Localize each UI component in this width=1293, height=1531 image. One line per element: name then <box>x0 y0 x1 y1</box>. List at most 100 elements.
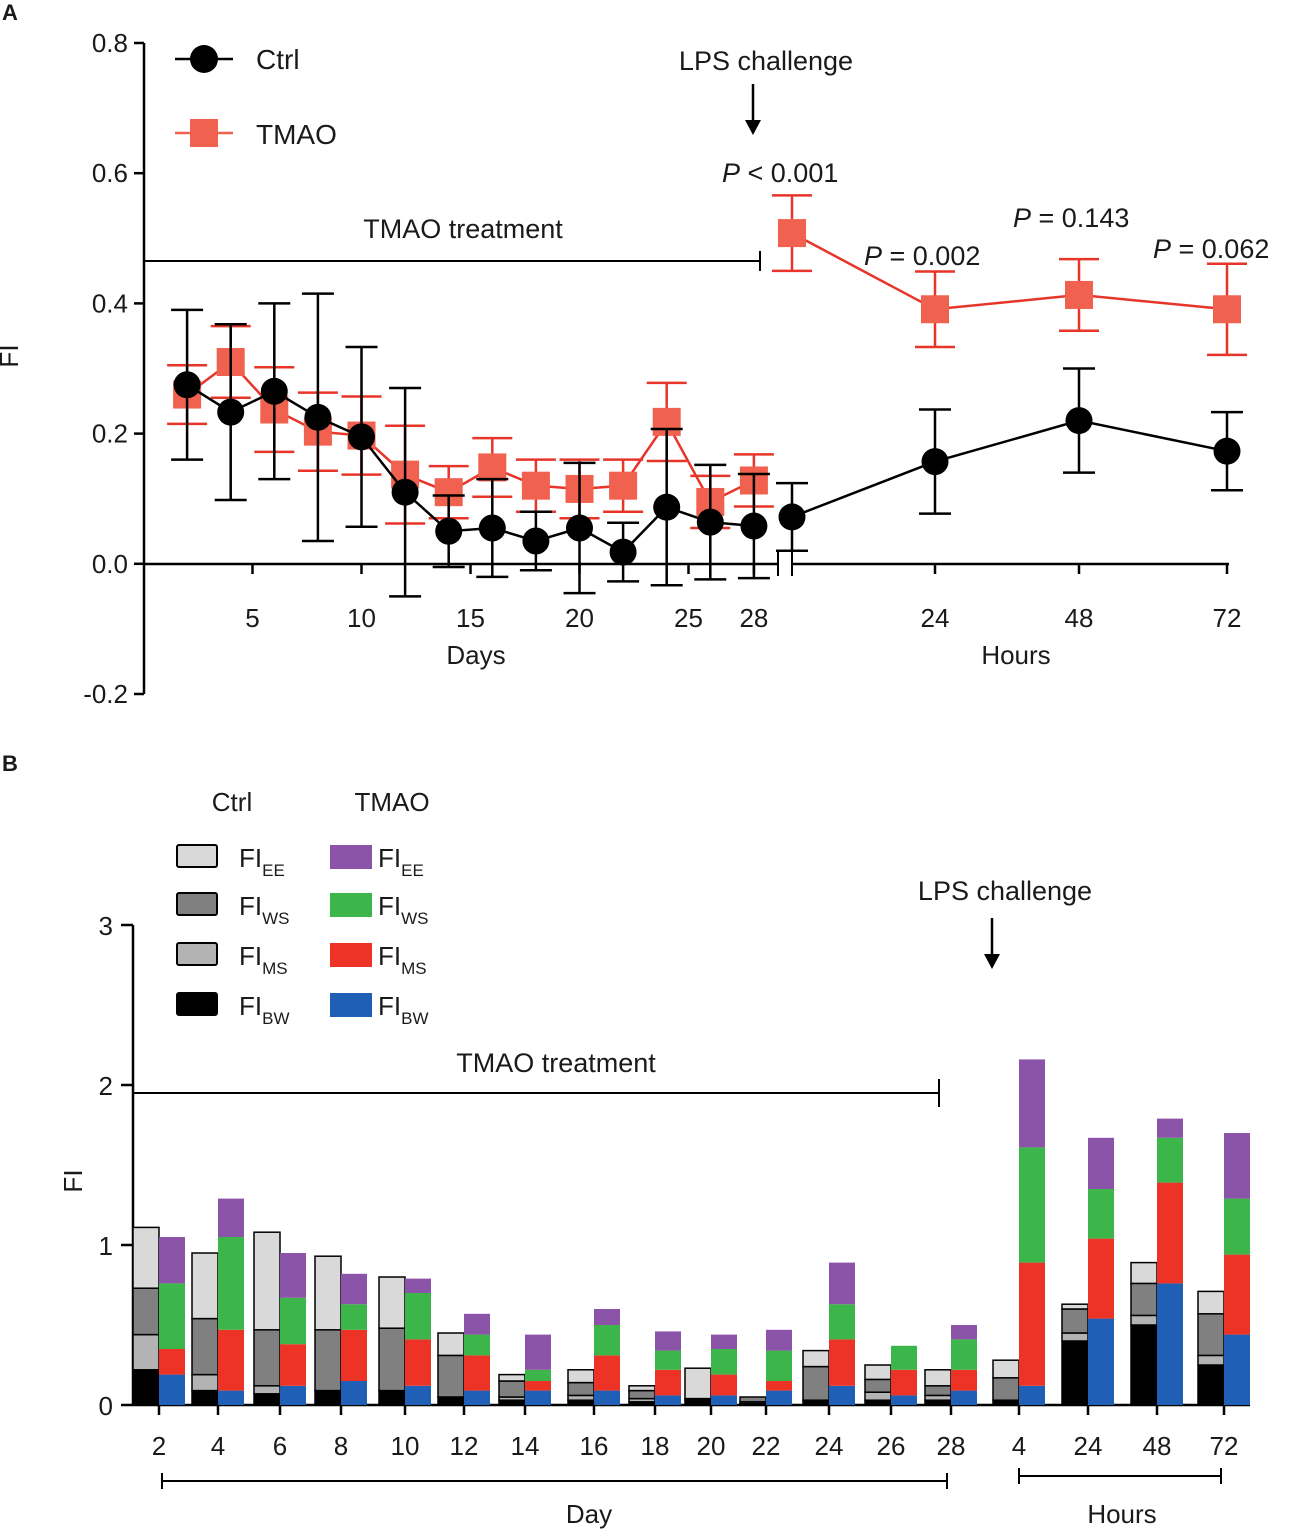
panel-a-treatment-label: TMAO treatment <box>363 214 563 244</box>
panel-a-tmao-point-hour <box>1065 280 1093 309</box>
panel-a-y-tick-label: 0.8 <box>92 28 128 58</box>
panel-b-x-tick-label: 22 <box>752 1431 781 1461</box>
panel-a-ctrl-point-day <box>566 514 593 542</box>
panel-b-x-tick-label: 26 <box>877 1431 906 1461</box>
panel-b-bar-ctrl-ms <box>1197 1354 1225 1366</box>
panel-b-bar-ctrl-bw <box>132 1369 160 1406</box>
panel-a-ctrl-point-day <box>740 512 768 540</box>
panel-b-bar-ctrl-ee <box>628 1385 656 1392</box>
panel-b-bar-tmao-bw <box>1224 1334 1250 1405</box>
panel-b-bar-tmao-ws <box>218 1237 244 1330</box>
panel-a-line-chart: -0.20.00.20.40.60.85 10 15 20 25 28 24 48 72 FI … <box>0 28 1269 709</box>
panel-b-bar-tmao-ws <box>891 1345 917 1370</box>
panel-b-bar-tmao-ws <box>711 1349 737 1375</box>
panel-a-ctrl-point-day <box>173 371 201 399</box>
panel-b-bar-tmao-ee <box>766 1329 792 1351</box>
panel-a-days-tick-label: 15 <box>456 603 485 633</box>
panel-b-bar-tmao-ws <box>1088 1189 1114 1239</box>
panel-a-hours-tick-label: 72 <box>1213 603 1242 633</box>
legend-ctrl-marker <box>190 45 218 73</box>
panel-a-tmao-hours-line <box>791 231 1228 311</box>
legend-ctrl-label-bw: FIBW <box>239 991 290 1028</box>
panel-a-ctrl-point-day <box>478 514 506 542</box>
panel-a-ctrl-point-day <box>260 377 288 405</box>
legend-ctrl-label-ws: FIWS <box>239 891 290 928</box>
legend-header-tmao: TMAO <box>354 787 429 817</box>
panel-a-series-ctrl <box>171 292 1243 598</box>
panel-b-bar-tmao-ee <box>159 1237 185 1284</box>
panel-b-bar-tmao-ee <box>464 1313 490 1335</box>
panel-b-day-axis-title: Day <box>566 1499 612 1529</box>
legend-ctrl-label-ms: FIMS <box>239 941 288 978</box>
panel-b-bar-tmao-ws <box>405 1293 431 1340</box>
panel-letter-b: B <box>2 751 18 776</box>
legend-tmao-label-ee: FIEE <box>378 843 424 880</box>
panel-b-bar-tmao-ws <box>464 1334 490 1356</box>
panel-b-bar-tmao-ws <box>280 1297 306 1345</box>
legend-tmao-marker <box>190 119 218 147</box>
panel-b-bar-ctrl-ee <box>924 1369 952 1387</box>
panel-b-bar-tmao-ws <box>951 1339 977 1370</box>
panel-b-bar-tmao-ee <box>280 1253 306 1298</box>
panel-b-bar-tmao-bw <box>1157 1283 1183 1405</box>
panel-b-bar-tmao-ws <box>1157 1137 1183 1183</box>
panel-b-bar-ctrl-ws <box>567 1381 595 1397</box>
panel-b-bars <box>132 1059 1250 1406</box>
panel-b-bar-tmao-bw <box>951 1390 977 1405</box>
panel-a-hours-axis-title: Hours <box>981 640 1050 670</box>
panel-a-hours-tick-label: 48 <box>1065 603 1094 633</box>
panel-a-series-tmao <box>167 194 1247 530</box>
panel-a-tick-labels: -0.2 0.0 0.2 0.4 0.6 0.8 5 10 15 20 25 28 24 48 72 <box>83 28 1241 709</box>
panel-b-bar-ctrl-ee <box>1197 1290 1225 1315</box>
panel-b-bar-tmao-ee <box>829 1262 855 1305</box>
panel-a-days-tick-label: 10 <box>347 603 376 633</box>
panel-b-bar-tmao-ms <box>829 1339 855 1386</box>
legend-ctrl-label-ee: FIEE <box>239 843 285 880</box>
panel-b-bar-tmao-ee <box>951 1325 977 1340</box>
panel-b-bar-ctrl-bw <box>378 1389 406 1406</box>
panel-b-y-tick-label: 2 <box>99 1071 113 1101</box>
panel-a-y-tick-label: -0.2 <box>83 679 128 709</box>
panel-b-x-tick-label: 20 <box>697 1431 726 1461</box>
panel-b-bar-tmao-bw <box>159 1374 185 1405</box>
panel-a-treatment-bracket <box>144 251 761 271</box>
panel-b-day-bracket <box>161 1473 948 1489</box>
panel-b-bar-ctrl-ee <box>437 1332 465 1357</box>
legend-ctrl-swatch-ms <box>176 942 218 966</box>
panel-b-bar-ctrl-ms <box>1061 1332 1089 1342</box>
panel-b-bar-tmao-bw <box>594 1390 620 1405</box>
panel-b-bar-tmao-ws <box>159 1283 185 1349</box>
panel-letter-a: A <box>2 0 18 25</box>
panel-b-treatment-label: TMAO treatment <box>456 1048 656 1078</box>
panel-b-bar-tmao-ms <box>280 1344 306 1386</box>
panel-b-bar-ctrl-ws <box>628 1389 656 1400</box>
panel-b-bar-ctrl-ms <box>864 1391 892 1401</box>
panel-b-x-tick-label: 24 <box>1074 1431 1103 1461</box>
panel-a-y-tick-label: 0.6 <box>92 158 128 188</box>
panel-a-days-tick-label: 28 <box>739 603 768 633</box>
panel-b-bar-ctrl-bw <box>314 1389 342 1406</box>
legend-tmao-label: TMAO <box>256 119 337 150</box>
panel-b-bar-ctrl-ee <box>314 1255 342 1331</box>
panel-a-hours-tick-label: 24 <box>921 603 950 633</box>
panel-b-x-tick-label: 48 <box>1143 1431 1172 1461</box>
panel-b-x-tick-label: 18 <box>641 1431 670 1461</box>
panel-b-bar-ctrl-bw <box>253 1393 281 1406</box>
panel-b-bar-tmao-ms <box>1088 1238 1114 1319</box>
panel-b-bar-tmao-ms <box>711 1374 737 1396</box>
panel-a-ctrl-point-day <box>435 517 463 545</box>
panel-a-lps-challenge-label: LPS challenge <box>679 46 853 76</box>
panel-b-bar-tmao-ms <box>766 1381 792 1391</box>
panel-b-bar-tmao-ms <box>655 1369 681 1396</box>
panel-b-bar-ctrl-ws <box>924 1385 952 1397</box>
panel-a-ctrl-point-day <box>391 478 419 506</box>
panel-b-bar-ctrl-ms <box>1130 1314 1158 1326</box>
panel-b-treatment-bracket <box>133 1079 940 1107</box>
legend-ctrl-label: Ctrl <box>256 44 300 75</box>
panel-b-bar-ctrl-ws <box>498 1380 526 1398</box>
panel-b-bar-tmao-ms <box>1157 1182 1183 1284</box>
panel-b-bar-ctrl-bw <box>1197 1364 1225 1406</box>
panel-a-series <box>167 194 1247 598</box>
